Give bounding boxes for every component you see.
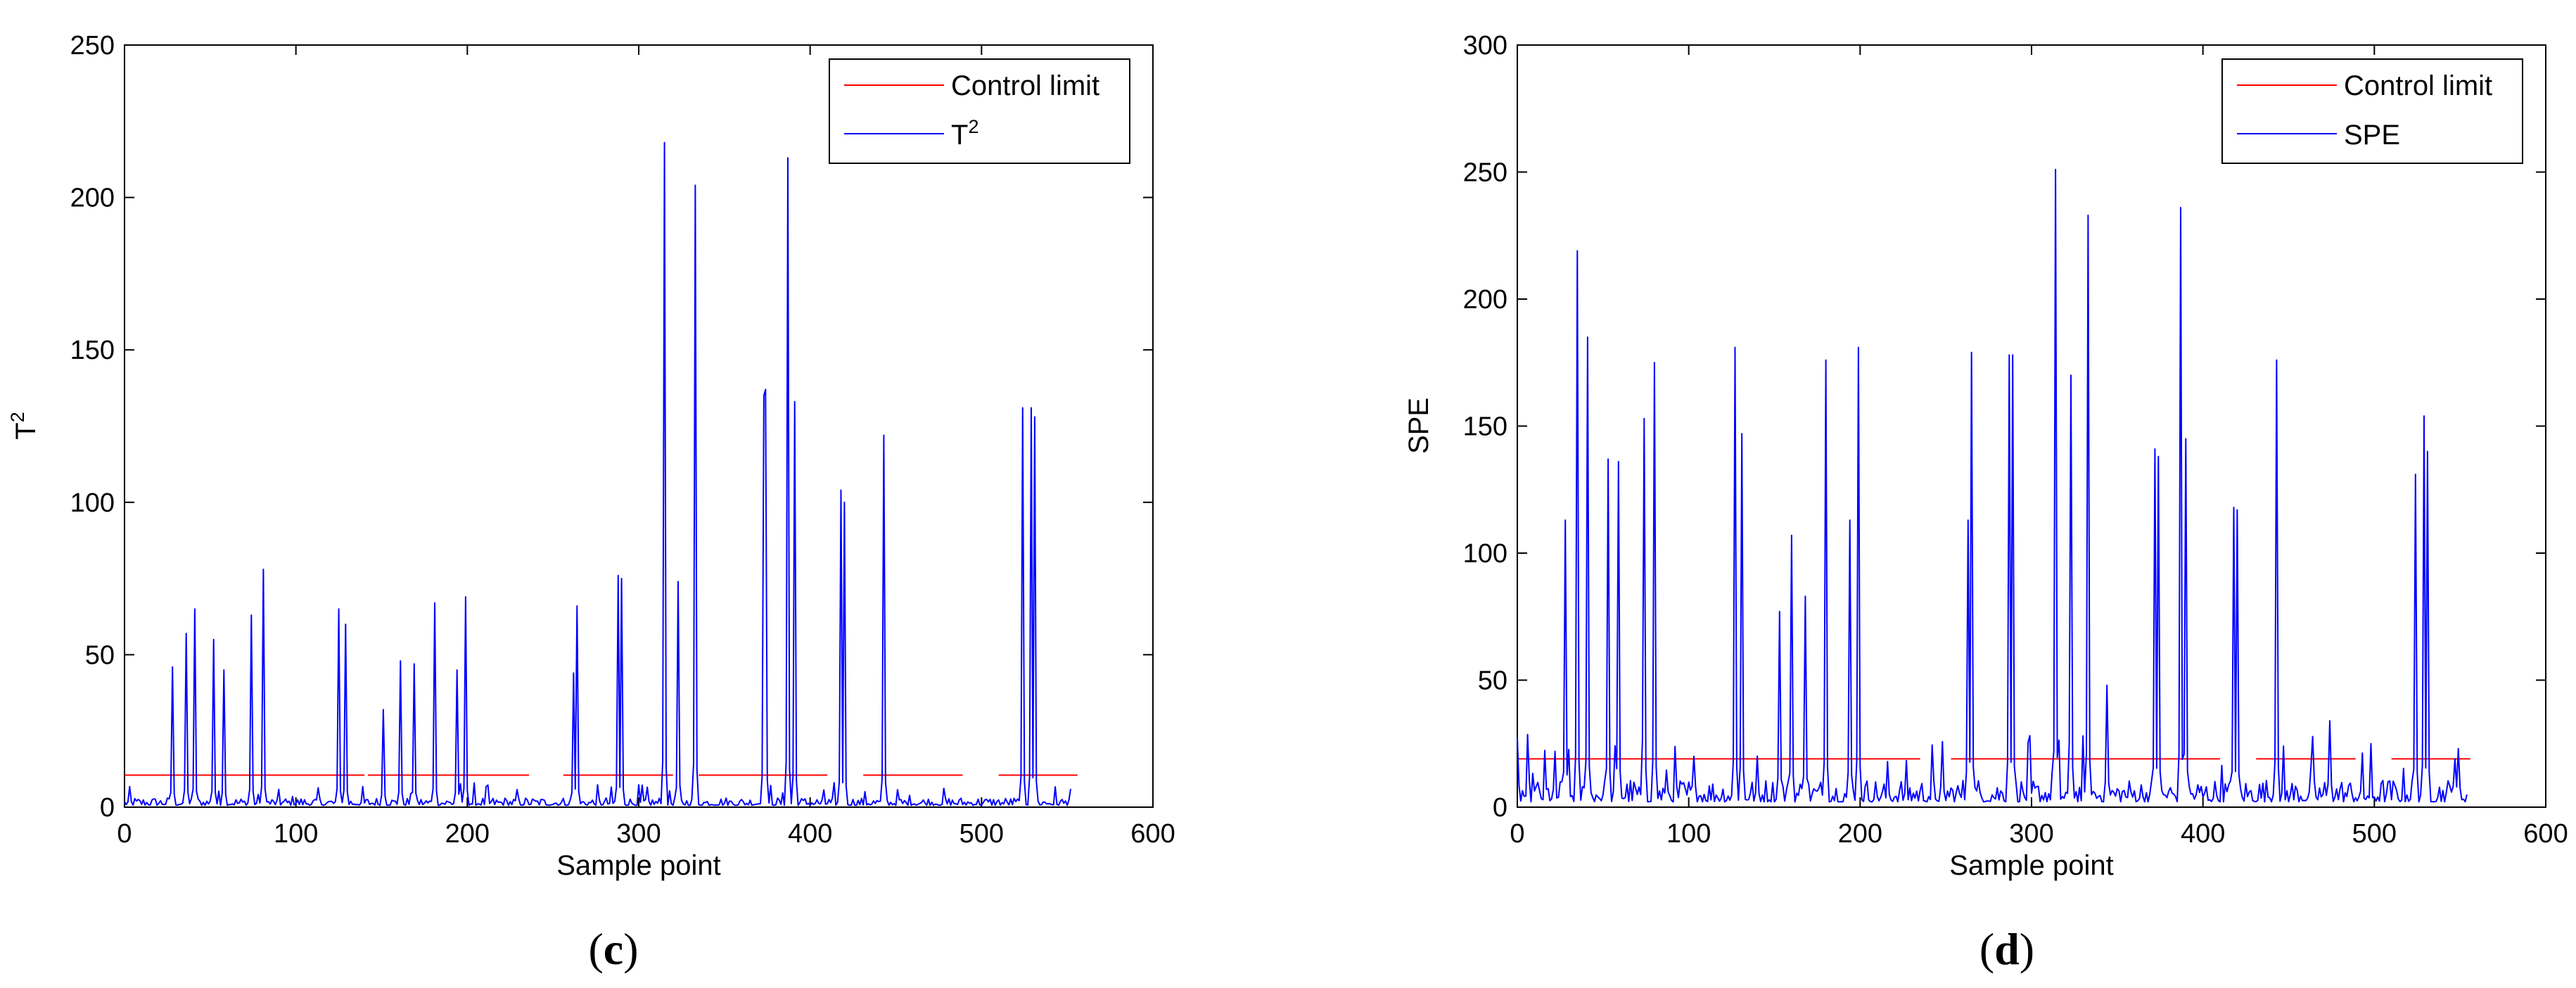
y-tick-label: 250 [1463, 158, 1507, 188]
x-tick-label: 400 [2181, 819, 2225, 849]
legend-label-spe: SPE [2344, 120, 2400, 151]
x-axis-label: Sample point [1949, 850, 2113, 881]
y-tick-label: 150 [70, 336, 115, 365]
y-tick-label: 150 [1463, 412, 1507, 442]
x-tick-label: 200 [445, 819, 490, 849]
panel-caption: (c) [588, 924, 638, 974]
axes: 0 100 200 300 400 500 600 0 50 100 150 200 250 [70, 31, 1175, 849]
legend-box [2221, 58, 2523, 164]
statistic-series-line [124, 141, 1071, 806]
legend-label-control-limit: Control limit [951, 70, 1099, 101]
x-tick-label: 300 [616, 819, 661, 849]
x-tick-label: 400 [788, 819, 832, 849]
plot-area-frame [124, 44, 1154, 808]
x-tick-label: 0 [117, 819, 132, 849]
series-area [124, 141, 1078, 806]
x-tick-label: 100 [1666, 819, 1711, 849]
legend: Control limit T2 [829, 58, 1130, 164]
x-tick-label: 200 [1838, 819, 1882, 849]
plot-area-frame [1517, 44, 2546, 808]
y-tick-label: 300 [1463, 31, 1507, 61]
panel-caption: (d) [1979, 924, 2034, 974]
y-tick-label: 100 [70, 488, 115, 518]
x-tick-label: 0 [1510, 819, 1524, 849]
x-tick-label: 500 [959, 819, 1004, 849]
y-tick-label: 250 [70, 31, 115, 61]
axes: 0 100 200 300 400 500 600 0 50 100 150 200 250 300 [1463, 31, 2568, 849]
x-tick-label: 600 [2523, 819, 2568, 849]
legend-box [829, 58, 1130, 164]
y-tick-label: 50 [85, 640, 115, 670]
legend-label-t2: T2 [951, 116, 978, 151]
y-axis-label: T2 [7, 412, 42, 439]
spe-chart: 0 100 200 300 400 500 600 0 50 100 150 200 250 300 Sa… [1403, 31, 2568, 974]
x-tick-label: 600 [1130, 819, 1175, 849]
series-area [1517, 168, 2470, 803]
y-tick-label: 0 [100, 793, 115, 823]
y-axis-label: SPE [1403, 398, 1434, 454]
y-tick-label: 200 [1463, 285, 1507, 315]
y-tick-label: 0 [1493, 793, 1507, 823]
legend-label-control-limit: Control limit [2344, 70, 2492, 101]
x-axis-label: Sample point [556, 850, 720, 881]
legend: Control limit SPE [2221, 58, 2523, 164]
statistic-series-line [1517, 168, 2468, 803]
y-tick-label: 100 [1463, 539, 1507, 569]
y-tick-label: 50 [1478, 666, 1507, 696]
t2-chart: 0 100 200 300 400 500 600 0 50 100 150 200 250 Sampl… [7, 31, 1175, 974]
x-tick-label: 500 [2352, 819, 2397, 849]
x-tick-label: 100 [274, 819, 318, 849]
x-tick-label: 300 [2009, 819, 2053, 849]
y-tick-label: 200 [70, 184, 115, 213]
